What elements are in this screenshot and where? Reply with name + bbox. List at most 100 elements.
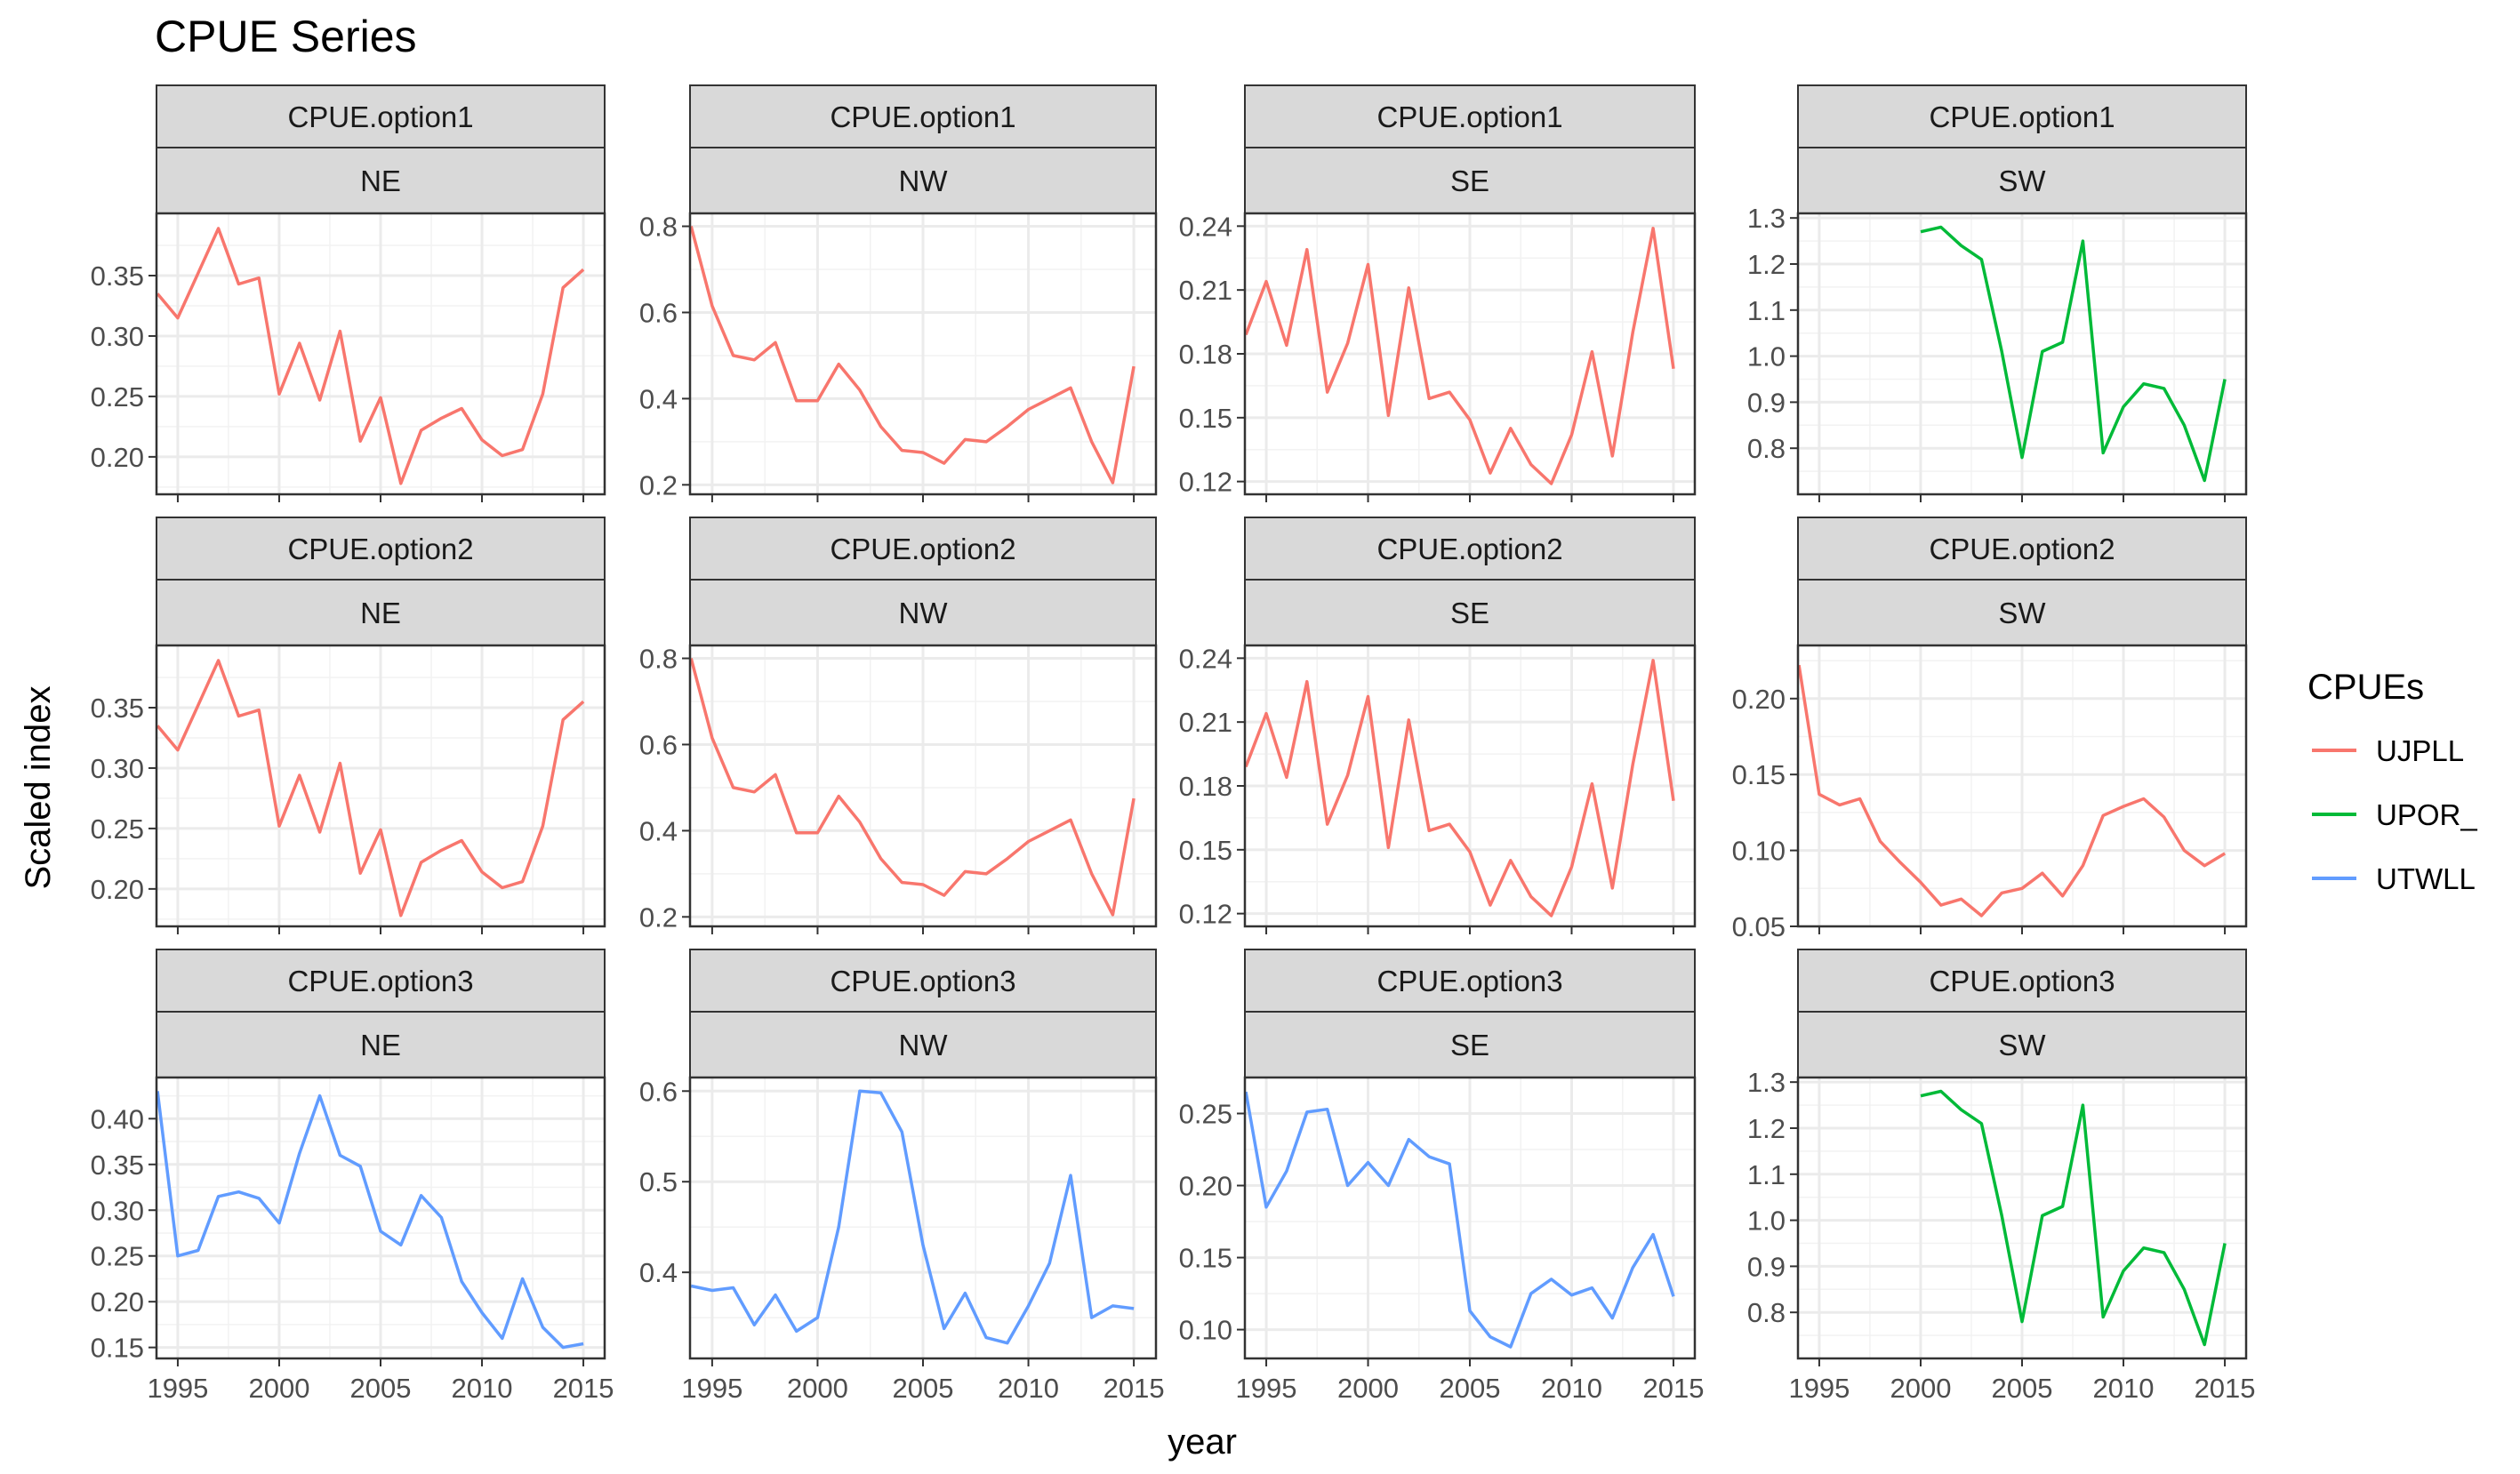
x-tick-label: 2015 — [2195, 1373, 2256, 1404]
y-tick-label: 0.35 — [91, 693, 144, 724]
y-tick-label: 0.30 — [91, 321, 144, 352]
x-tick-label: 1995 — [147, 1373, 208, 1404]
facet-label-option: CPUE.option3 — [830, 965, 1015, 997]
panel: CPUE.option1 SE 0.12 0.15 0.18 0.21 0.24 — [1179, 84, 1697, 502]
y-tick-label: 0.2 — [639, 901, 678, 933]
legend-title: CPUEs — [2307, 668, 2424, 707]
y-tick-label: 0.8 — [1747, 433, 1786, 464]
y-tick-label: 0.4 — [639, 815, 678, 846]
facet-strip-region — [1797, 579, 2247, 646]
facet-strip-region — [1797, 147, 2247, 214]
y-tick-label: 0.15 — [1179, 403, 1232, 434]
y-tick-label: 0.18 — [1179, 339, 1232, 370]
facet-label-region: NW — [899, 1029, 949, 1061]
y-tick-label: 0.10 — [1732, 836, 1786, 867]
y-tick-label: 0.15 — [1179, 835, 1232, 866]
y-tick-label: 0.9 — [1747, 387, 1786, 418]
y-tick-label: 0.20 — [91, 874, 144, 905]
y-tick-label: 0.21 — [1179, 707, 1232, 738]
y-tick-label: 0.8 — [639, 212, 678, 243]
facet-strip-region — [156, 147, 606, 214]
y-tick-label: 0.40 — [91, 1103, 144, 1134]
x-tick-label: 1995 — [681, 1373, 742, 1404]
y-tick-label: 0.12 — [1179, 899, 1232, 930]
x-tick-label: 2010 — [2093, 1373, 2155, 1404]
series-line-ujpll — [689, 658, 1136, 917]
y-tick-label: 0.4 — [639, 383, 678, 414]
y-tick-label: 1.0 — [1747, 1206, 1786, 1237]
panel: CPUE.option1 NE 0.20 0.25 0.30 0.35 — [91, 84, 606, 502]
panel: CPUE.option2 SW 0.05 0.10 0.15 0.20 — [1732, 517, 2248, 942]
panel: CPUE.option1 NW 0.2 0.4 0.6 0.8 — [639, 84, 1158, 502]
y-tick-label: 0.20 — [1179, 1171, 1232, 1202]
facet-strip-option — [1797, 84, 2247, 148]
x-tick-label: 1995 — [1236, 1373, 1297, 1404]
facet-strip-option — [156, 949, 606, 1013]
y-tick-label: 0.05 — [1732, 911, 1786, 942]
y-tick-label: 0.9 — [1747, 1251, 1786, 1282]
x-tick-label: 2015 — [553, 1373, 614, 1404]
y-tick-label: 0.15 — [1179, 1243, 1232, 1274]
facet-label-option: CPUE.option2 — [1376, 533, 1562, 565]
y-axis-title: Scaled index — [19, 685, 58, 889]
panel: CPUE.option2 NW 0.2 0.4 0.6 0.8 — [639, 517, 1158, 934]
y-tick-label: 0.20 — [1732, 684, 1786, 715]
facet-strip-region — [156, 579, 606, 646]
legend-label: UPOR_ — [2376, 798, 2477, 831]
y-tick-label: 0.30 — [91, 1195, 144, 1226]
x-tick-label: 2015 — [1104, 1373, 1165, 1404]
series-line-utwll — [1244, 1091, 1675, 1349]
series-line-utwll — [156, 1091, 584, 1350]
y-tick-label: 1.3 — [1747, 203, 1786, 234]
series-line-ujpll — [156, 227, 585, 485]
x-tick-label: 2010 — [998, 1373, 1059, 1404]
y-tick-label: 0.15 — [91, 1333, 144, 1364]
y-tick-label: 0.18 — [1179, 771, 1232, 802]
facet-label-region: SW — [1998, 164, 2046, 197]
y-tick-label: 0.25 — [1179, 1099, 1232, 1130]
series-line-upor — [1920, 225, 2227, 483]
facet-label-option: CPUE.option3 — [1929, 965, 2115, 997]
y-tick-label: 0.8 — [1747, 1297, 1786, 1328]
y-tick-label: 0.6 — [639, 297, 678, 328]
x-tick-label: 2005 — [1992, 1373, 2053, 1404]
y-tick-label: 0.6 — [639, 1076, 678, 1107]
y-tick-label: 0.24 — [1179, 643, 1232, 674]
y-tick-label: 0.2 — [639, 469, 678, 501]
panels: CPUE.option1 NE 0.20 0.25 0.30 0.35 CPUE.optio… — [91, 84, 2256, 1404]
facet-strip-option — [1244, 949, 1696, 1013]
x-tick-label: 2005 — [1440, 1373, 1501, 1404]
facet-label-option: CPUE.option3 — [1376, 965, 1562, 997]
facet-label-region: NE — [360, 164, 401, 197]
y-tick-label: 1.0 — [1747, 341, 1786, 373]
y-tick-label: 0.12 — [1179, 467, 1232, 498]
facet-label-region: SW — [1998, 1029, 2046, 1061]
x-tick-label: 2005 — [350, 1373, 412, 1404]
panel: CPUE.option3 NW 0.4 0.5 0.6 1995 2000 2005 2010 2… — [639, 949, 1165, 1404]
facet-strip-option — [689, 84, 1157, 148]
facet-label-region: SE — [1450, 1029, 1489, 1061]
legend-label: UJPLL — [2376, 734, 2464, 767]
panel: CPUE.option3 SW 0.8 0.9 1.0 1.1 1.2 1.3 1995 2000… — [1747, 949, 2256, 1404]
y-tick-label: 0.24 — [1179, 211, 1232, 242]
y-tick-label: 0.30 — [91, 753, 144, 784]
x-tick-label: 2000 — [1337, 1373, 1399, 1404]
facet-label-option: CPUE.option3 — [287, 965, 473, 997]
y-tick-label: 0.6 — [639, 729, 678, 760]
y-tick-label: 0.5 — [639, 1166, 678, 1198]
chart-title: CPUE Series — [155, 12, 417, 61]
y-tick-label: 0.35 — [91, 1150, 144, 1181]
y-tick-label: 1.2 — [1747, 249, 1786, 280]
x-tick-label: 2000 — [248, 1373, 309, 1404]
y-tick-label: 0.20 — [91, 1286, 144, 1318]
facet-label-region: SE — [1450, 597, 1489, 629]
y-tick-label: 0.35 — [91, 260, 144, 292]
facet-strip-option — [156, 517, 606, 581]
series-line-ujpll — [1244, 227, 1675, 485]
facet-label-option: CPUE.option1 — [287, 100, 473, 133]
y-tick-label: 0.21 — [1179, 275, 1232, 306]
x-tick-label: 2005 — [893, 1373, 954, 1404]
series-line-ujpll — [689, 226, 1136, 485]
facet-label-option: CPUE.option2 — [287, 533, 473, 565]
